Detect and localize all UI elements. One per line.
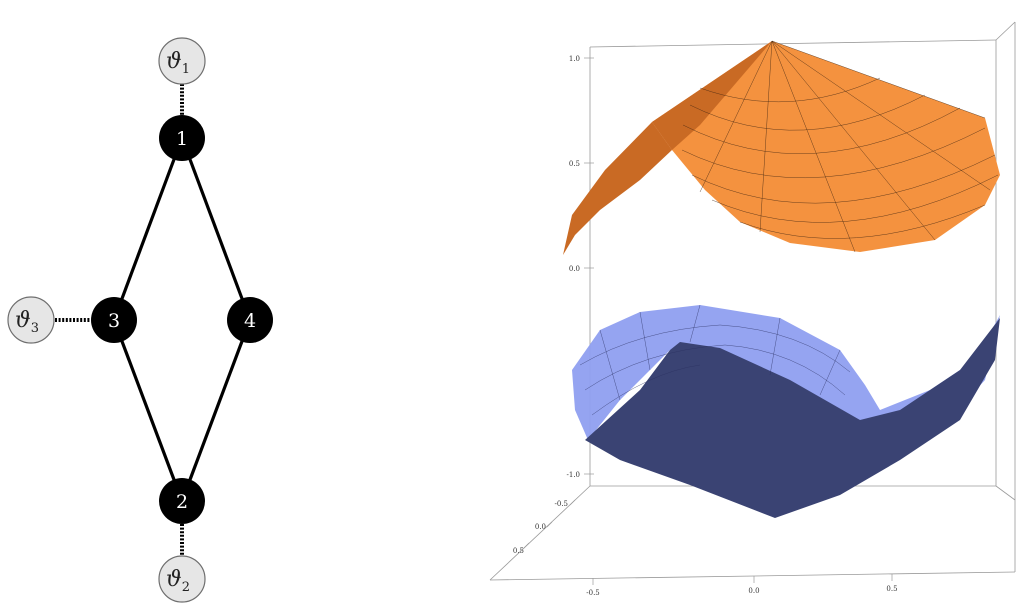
upper-surface-main bbox=[652, 41, 1000, 252]
mesh-line bbox=[769, 317, 781, 376]
port-theta3-subscript: 3 bbox=[31, 321, 39, 336]
mesh-line bbox=[771, 40, 936, 241]
x-tick-label: 0.0 bbox=[748, 587, 759, 595]
edge-4-2 bbox=[180, 319, 252, 502]
mesh-arc bbox=[591, 364, 701, 416]
mesh-arc bbox=[711, 174, 999, 223]
port-theta1-symbol: ϑ bbox=[166, 49, 182, 74]
vertex-3: 3 bbox=[91, 297, 137, 343]
port-theta3: ϑ3 bbox=[7, 296, 55, 344]
mesh-line bbox=[599, 329, 621, 401]
x-axis bbox=[489, 571, 1016, 581]
z-tick-label: 0.0 bbox=[569, 265, 580, 273]
mesh-line bbox=[689, 304, 701, 343]
lower-surface-dark bbox=[585, 318, 1000, 518]
svg-text:ϑ3: ϑ3 bbox=[15, 308, 39, 336]
surface-plot-3d: 1.0 0.5 0.0 -1.0 -0.5 0.0 0.5 -0.5 0.0 0… bbox=[489, 21, 1016, 597]
depth-tick-label: -0.5 bbox=[555, 500, 569, 508]
lower-surface bbox=[572, 304, 1000, 518]
vertex-2-label: 2 bbox=[176, 491, 188, 513]
mesh-line bbox=[639, 311, 651, 371]
port-theta3-symbol: ϑ bbox=[15, 308, 31, 333]
depth-tick-mark bbox=[523, 542, 530, 549]
port-theta2-symbol: ϑ bbox=[166, 567, 182, 592]
mesh-arc bbox=[682, 107, 961, 154]
mesh-arc bbox=[584, 344, 846, 396]
mesh-line bbox=[699, 40, 773, 193]
depth-tick-label: 0.0 bbox=[535, 523, 546, 531]
x-tick-label: -0.5 bbox=[586, 589, 600, 597]
z-tick-label: 1.0 bbox=[569, 55, 580, 63]
z-tick-label: 0.5 bbox=[569, 160, 580, 168]
mesh-arc bbox=[681, 127, 986, 179]
mesh-line bbox=[759, 40, 773, 233]
upper-surface bbox=[563, 40, 1000, 255]
edge-1-4 bbox=[180, 137, 252, 321]
vertex-3-label: 3 bbox=[108, 310, 120, 332]
depth-tick-label: 0.5 bbox=[513, 547, 524, 555]
x-tick-label: 0.5 bbox=[886, 585, 897, 593]
port-theta2-subscript: 2 bbox=[182, 580, 190, 595]
mesh-arc bbox=[739, 204, 986, 239]
mesh-arc bbox=[689, 94, 926, 131]
mesh-line bbox=[771, 40, 991, 191]
mesh-arc bbox=[699, 77, 881, 103]
edge-1-3 bbox=[112, 137, 184, 321]
vertex-1-label: 1 bbox=[176, 128, 188, 150]
box-edge-bottom-right bbox=[995, 485, 1016, 501]
upper-surface-ridge bbox=[652, 41, 772, 150]
mesh-line bbox=[819, 349, 841, 396]
box-edge-top-back bbox=[589, 39, 997, 48]
z-tick-label: -1.0 bbox=[567, 471, 581, 479]
svg-text:ϑ2: ϑ2 bbox=[166, 567, 190, 595]
depth-tick-mark bbox=[569, 499, 576, 506]
port-theta1-subscript: 1 bbox=[182, 62, 190, 77]
mesh-line bbox=[771, 40, 856, 253]
vertex-2: 2 bbox=[159, 478, 205, 524]
vertex-4-label: 4 bbox=[244, 310, 256, 332]
port-theta1: ϑ1 bbox=[158, 37, 206, 85]
depth-tick-mark bbox=[546, 521, 553, 528]
upper-surface-side bbox=[563, 122, 672, 255]
mesh-line bbox=[771, 40, 986, 119]
box-edge-top-right bbox=[995, 21, 1016, 41]
vertex-4: 4 bbox=[227, 297, 273, 343]
port-theta2: ϑ2 bbox=[158, 555, 206, 603]
graph-diagram: 1 2 3 4 ϑ1 ϑ2 bbox=[7, 37, 273, 603]
mesh-arc bbox=[691, 154, 996, 204]
edge-3-2 bbox=[112, 319, 184, 502]
vertex-1: 1 bbox=[159, 115, 205, 161]
svg-text:ϑ1: ϑ1 bbox=[166, 49, 190, 77]
mesh-arc bbox=[579, 324, 851, 373]
